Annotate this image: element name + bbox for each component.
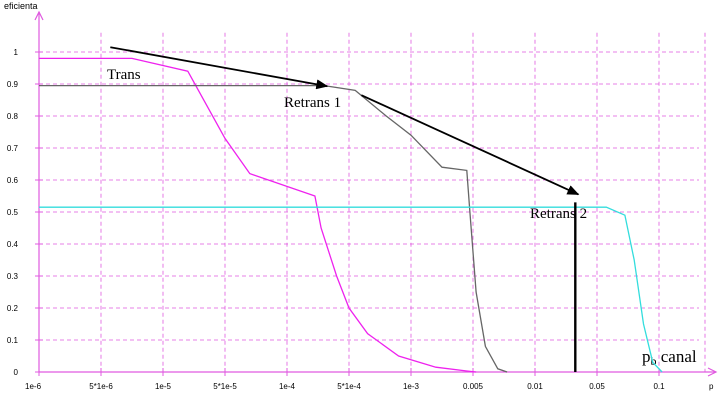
y-tick-label: 0	[14, 368, 19, 377]
y-axis-arrow-icon	[34, 10, 44, 21]
annotation-label-2: Retrans 1	[284, 95, 341, 111]
x-axis-title-tail: canal	[657, 347, 697, 366]
x-tick-label: 5*1e-6	[89, 382, 113, 391]
series-lines	[39, 57, 663, 373]
y-tick-label: 0.2	[7, 304, 19, 313]
annotation-label-1: Trans	[107, 67, 141, 83]
x-tick-label: 5*1e-4	[337, 382, 361, 391]
x-tick-label: 0.05	[589, 382, 605, 391]
x-tick-label: 5*1e-5	[213, 382, 237, 391]
axes	[34, 10, 718, 377]
series-line-0	[39, 57, 477, 373]
tick-labels: 0 0.1 0.2 0.3 0.4 0.5 0.6 0.7 0.8 0.9 1 1e-6 5*1e-6 1…	[4, 1, 714, 391]
y-tick-label: 0.3	[7, 272, 19, 281]
y-tick-label: 1	[14, 48, 19, 57]
annotation-label-3: Retrans 2	[530, 206, 587, 222]
annotation-arrow-1	[110, 46, 329, 90]
x-tick-label: 0.01	[527, 382, 543, 391]
y-tick-label: 0.1	[7, 336, 19, 345]
x-tick-label: 1e-4	[279, 382, 296, 391]
x-axis-title-main: p	[642, 347, 651, 366]
x-axis-corner-label: p	[709, 382, 714, 391]
y-axis-title: eficienta	[4, 1, 38, 11]
annotations: Trans Retrans 1 Retrans 2	[107, 46, 587, 222]
y-tick-label: 0.6	[7, 176, 19, 185]
x-tick-label: 1e-3	[403, 382, 420, 391]
annotation-arrow-2	[361, 94, 580, 196]
x-axis-title: pb canal	[642, 347, 697, 368]
x-tick-label: 1e-6	[25, 382, 42, 391]
x-axis-title-subscript: b	[651, 354, 657, 368]
x-tick-label: 0.1	[653, 382, 665, 391]
series-line-2	[39, 206, 663, 373]
y-tick-label: 0.4	[7, 240, 19, 249]
series-line-1	[39, 84, 508, 373]
y-tick-label: 0.8	[7, 112, 19, 121]
y-tick-label: 0.7	[7, 144, 19, 153]
y-tick-label: 0.9	[7, 80, 19, 89]
x-tick-label: 0.005	[463, 382, 484, 391]
y-tick-label: 0.5	[7, 208, 19, 217]
x-axis-arrow-icon	[707, 367, 718, 377]
grid	[39, 32, 706, 372]
x-tick-label: 1e-5	[155, 382, 172, 391]
